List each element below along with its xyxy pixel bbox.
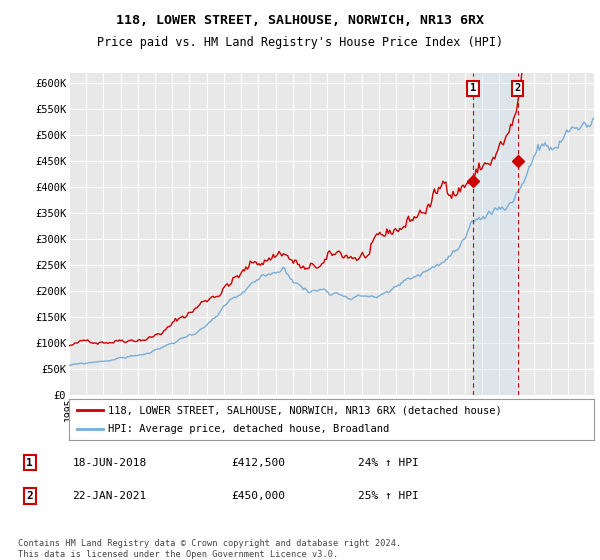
Text: 1: 1 (26, 458, 33, 468)
Text: Contains HM Land Registry data © Crown copyright and database right 2024.
This d: Contains HM Land Registry data © Crown c… (18, 539, 401, 559)
Text: 24% ↑ HPI: 24% ↑ HPI (358, 458, 418, 468)
Text: 118, LOWER STREET, SALHOUSE, NORWICH, NR13 6RX (detached house): 118, LOWER STREET, SALHOUSE, NORWICH, NR… (109, 405, 502, 415)
Text: £450,000: £450,000 (231, 491, 285, 501)
Bar (473, 73, 518, 395)
Text: 2: 2 (514, 83, 521, 94)
Text: HPI: Average price, detached house, Broadland: HPI: Average price, detached house, Broa… (109, 424, 389, 433)
Text: 18-JUN-2018: 18-JUN-2018 (73, 458, 147, 468)
Text: 22-JAN-2021: 22-JAN-2021 (73, 491, 147, 501)
Text: 118, LOWER STREET, SALHOUSE, NORWICH, NR13 6RX: 118, LOWER STREET, SALHOUSE, NORWICH, NR… (116, 14, 484, 27)
Text: 2: 2 (26, 491, 33, 501)
Text: 25% ↑ HPI: 25% ↑ HPI (358, 491, 418, 501)
Text: £412,500: £412,500 (231, 458, 285, 468)
Text: Price paid vs. HM Land Registry's House Price Index (HPI): Price paid vs. HM Land Registry's House … (97, 36, 503, 49)
Text: 1: 1 (470, 83, 476, 94)
